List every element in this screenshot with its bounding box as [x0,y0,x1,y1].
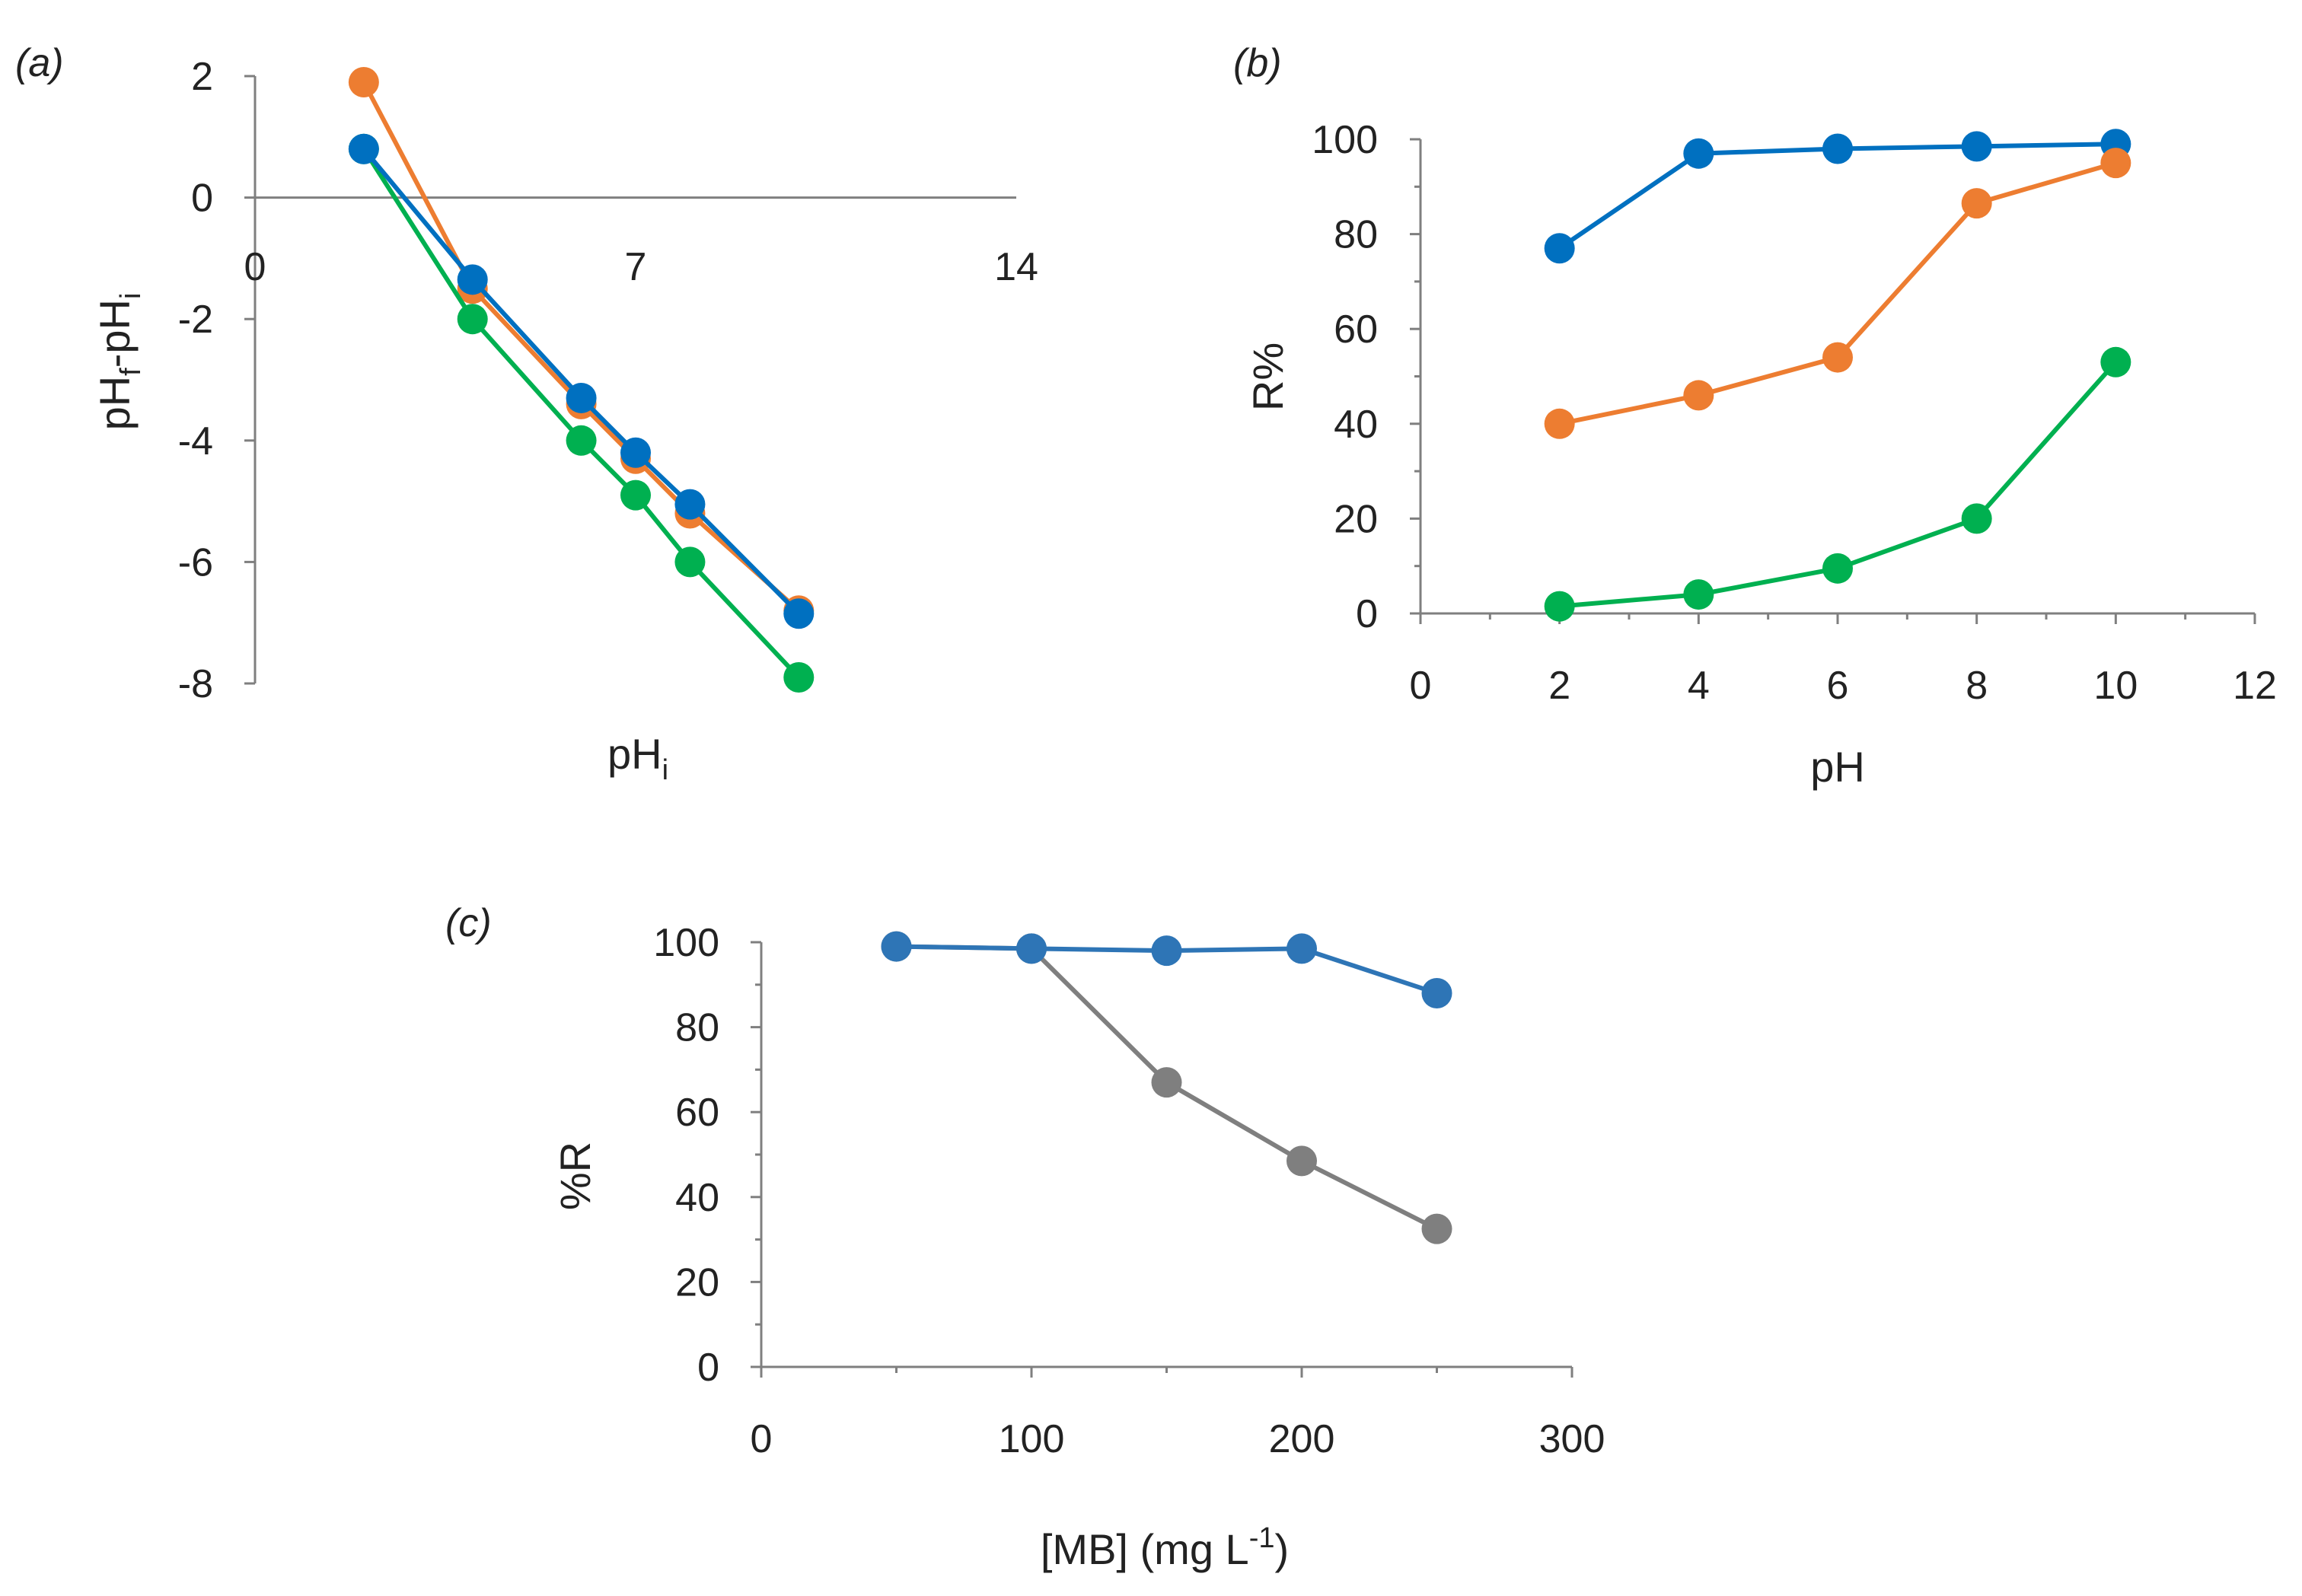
panel-b-y-tick-label: 80 [1334,213,1378,257]
panel-c-y-tick-label: 80 [675,1006,719,1050]
panel-c-y-tick-label: 0 [697,1346,719,1390]
panel-c-x-tick-label: 100 [999,1417,1065,1461]
panel-a-y-tick-label: 2 [191,55,213,99]
panel-b-x-tick-label: 8 [1966,664,1988,708]
panel-a-x-tick-label: 14 [994,245,1038,289]
panel-b-series-orange-point [1822,342,1853,373]
panel-b-series-green-point [1544,591,1575,622]
panel-c-series-blue-point [881,931,912,962]
panel-b-series-orange-point [1544,408,1575,439]
panel-b-x-ticks: 0 2 4 6 8 10 12 [1410,613,2277,708]
panel-a-series-blue-point [783,598,815,629]
panel-b-series-orange-point [1961,188,1992,219]
panel-a-series-green-point [783,662,815,693]
panel-c-label: (c) [445,901,492,945]
panel-c-y-title: %R [551,1142,599,1210]
panel-a-series-green-point [457,304,488,335]
panel-c-x-tick-label: 300 [1539,1417,1605,1461]
panel-a-series-orange-point [348,66,379,97]
panel-a-y-tick-label: -2 [178,298,213,342]
panel-b-series-green-point [1961,503,1992,534]
panel-b-x-title: pH [1810,743,1865,791]
panel-a-series-green-point [566,425,597,456]
panel-a-x-ticks: 0 7 14 [244,245,1038,289]
panel-a-label: (a) [15,41,64,85]
panel-b-series-blue-point [1961,131,1992,162]
panel-c-series-blue-point [1016,933,1047,964]
panel-c-series-blue-point [1421,977,1452,1008]
panel-b-y-tick-label: 20 [1334,497,1378,541]
panel-b-y-title: R% [1244,342,1292,411]
panel-b-x-tick-label: 12 [2233,664,2277,708]
panel-a-series-blue-point [566,382,597,413]
panel-b-x-tick-label: 2 [1548,664,1570,708]
panel-a-x-tick-label: 7 [625,245,647,289]
panel-a-y-title: pHf-pHi [91,293,147,431]
panel-c: (c) 0 20 40 60 80 100 0 100 200 300 [MB] (mg L-1… [445,901,1605,1573]
panel-c-y-tick-label: 20 [675,1260,719,1305]
panel-a-series-blue-point [674,489,706,520]
panel-a-y-ticks: 2 0 -2 -4 -6 -8 [178,55,255,706]
panel-b-x-tick-label: 4 [1688,664,1710,708]
panel-c-x-title: [MB] (mg L-1) [1041,1522,1289,1573]
panel-c-series-gray-point [1421,1213,1452,1244]
panel-a-series-green-point [674,546,706,578]
panel-a-series [348,66,815,693]
panel-a-series-blue-point [348,133,379,164]
panel-b-x-tick-label: 10 [2093,664,2138,708]
panel-c-x-tick-label: 200 [1269,1417,1335,1461]
panel-b: (b) 0 20 40 60 80 100 0 2 4 6 8 10 12 pH R% [1233,41,2277,791]
panel-b-series-blue-point [1544,233,1575,264]
panel-a-series-orange-line [362,81,801,613]
panel-c-series-gray-point [1287,1145,1317,1177]
panel-b-series-green-point [1822,553,1853,584]
panel-b-series [1544,129,2131,622]
panel-a-y-tick-label: -6 [178,540,213,585]
panel-a: (a) 2 0 -2 -4 -6 -8 0 7 14 pHi pHf-pHi [15,41,1038,786]
panel-b-series-green-point [1683,579,1714,610]
panel-b-series-blue-point [1683,138,1714,169]
panel-b-x-tick-label: 6 [1827,664,1849,708]
panel-a-x-tick-label: 0 [244,245,266,289]
panel-c-y-tick-label: 40 [675,1176,719,1220]
panel-b-series-orange-point [1683,380,1714,411]
panel-a-y-tick-label: -4 [178,419,213,464]
panel-b-y-tick-label: 100 [1312,118,1378,162]
panel-b-y-tick-label: 60 [1334,307,1378,352]
panel-c-y-tick-label: 60 [675,1091,719,1135]
panel-b-series-blue-point [1822,133,1853,164]
panel-a-y-tick-label: 0 [191,177,213,221]
panel-b-y-tick-label: 0 [1356,592,1378,636]
panel-b-series-green-point [2100,346,2131,377]
panel-c-x-ticks: 0 100 200 300 [751,1367,1605,1461]
panel-b-y-ticks: 0 20 40 60 80 100 [1312,118,1420,636]
panel-c-y-ticks: 0 20 40 60 80 100 [653,921,761,1390]
panel-b-x-tick-label: 0 [1410,664,1432,708]
panel-a-series-blue-line [362,147,801,616]
panel-c-series-blue-point [1151,935,1182,967]
panel-a-series-blue-point [620,437,651,468]
panel-c-series-blue-point [1287,933,1317,964]
panel-c-series [881,931,1452,1244]
panel-b-label: (b) [1233,41,1282,85]
panel-a-series-blue-point [457,264,488,295]
panel-c-x-tick-label: 0 [751,1417,773,1461]
panel-a-series-green-point [620,479,651,511]
panel-c-y-tick-label: 100 [653,921,719,965]
panel-b-series-orange-point [2100,148,2131,179]
panel-a-y-tick-label: -8 [178,662,213,706]
panel-b-series-orange-line [1559,161,2117,426]
panel-c-series-gray-point [1151,1067,1182,1098]
panel-a-x-title: pHi [607,730,668,786]
panel-b-y-tick-label: 40 [1334,403,1378,447]
panel-a-series-green-line [362,148,801,680]
